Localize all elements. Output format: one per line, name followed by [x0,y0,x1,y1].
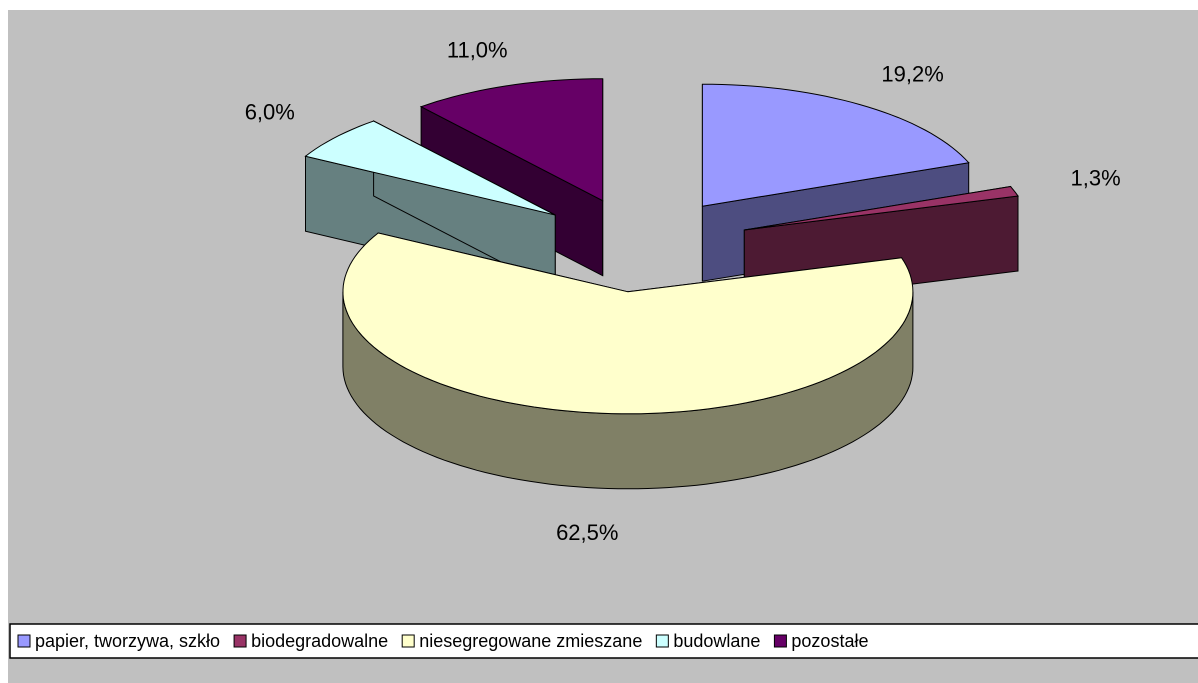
legend-box [9,623,1198,659]
legend-swatch [233,634,247,648]
legend-label: pozostałe [791,631,868,651]
legend-swatch [655,634,669,648]
slice [304,120,556,291]
slice-top [701,83,970,207]
slice-top [419,78,604,202]
slice-top [744,185,1019,231]
data-label: 19,2% [881,61,943,86]
legend-swatch [17,634,31,648]
slice-top [342,232,914,415]
legend-swatch [401,634,415,648]
legend-label: biodegradowalne [251,631,388,651]
data-label: 1,3% [1070,165,1120,190]
pie [304,78,1019,490]
slice-top [304,120,556,216]
legend-label: budowlane [673,631,760,651]
data-label: 62,5% [556,520,618,545]
data-label: 11,0% [447,37,508,62]
legend: papier, tworzywa, szkło biodegradowalne ni… [17,631,868,651]
data-labels: 19,2% 1,3% 62,5% 6,0% 11,0% [245,37,1121,545]
legend-label: papier, tworzywa, szkło [35,631,220,651]
data-label: 6,0% [245,100,295,125]
slice [342,232,914,490]
legend-label: niesegregowane zmieszane [419,631,642,651]
legend-swatch [773,634,787,648]
